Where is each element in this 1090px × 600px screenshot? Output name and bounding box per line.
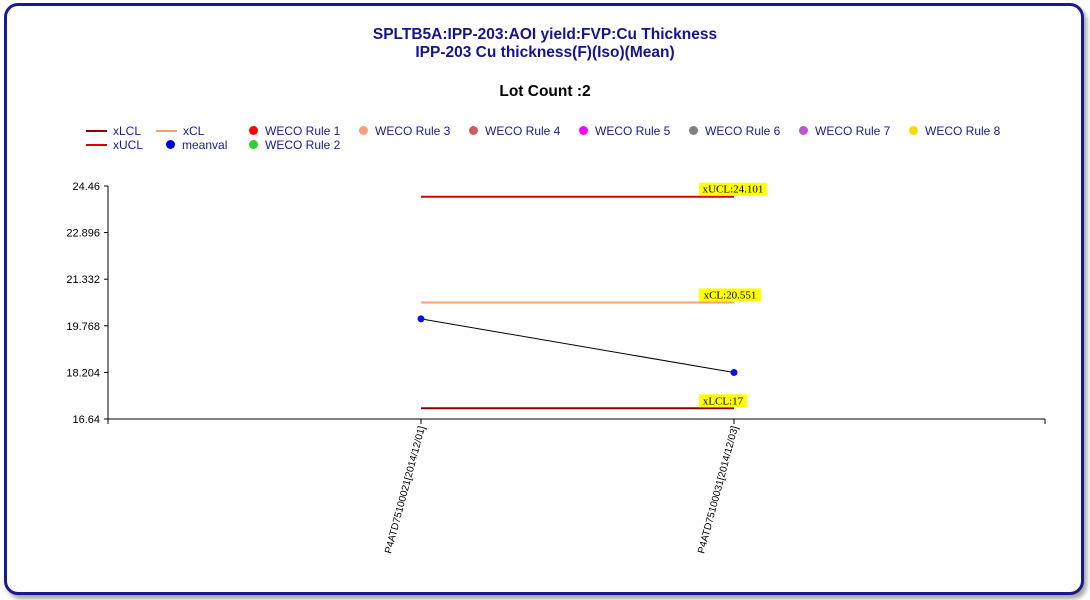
x-tick-label: P4ATD75100031[2014/12/03] [696,425,741,555]
legend-swatch [359,126,368,135]
y-tick-label: 18.204 [66,367,100,379]
legend-swatch [799,126,808,135]
legend-swatch [86,144,107,146]
x-tick-label: P4ATD75100021[2014/12/01] [383,425,428,555]
legend-label: xCL [183,124,205,138]
legend-swatch [579,126,588,135]
y-tick-label: 19.768 [66,321,100,333]
legend-swatch [86,130,107,132]
legend-label: WECO Rule 5 [595,124,671,138]
chart-frame [4,3,1084,595]
legend-label: xUCL [113,138,144,152]
legend-swatch [166,140,175,149]
xcl-line-label: xCL:20.551 [704,289,757,301]
y-tick-label: 24.46 [72,181,100,193]
meanval-line [420,318,735,374]
meanval-point [417,315,425,323]
y-tick-label: 22.896 [66,228,100,240]
legend-label: WECO Rule 3 [375,124,451,138]
legend-swatch [689,126,698,135]
legend-swatch [156,130,177,132]
legend-label: WECO Rule 2 [265,138,341,152]
legend-label: WECO Rule 4 [485,124,561,138]
y-tick-label: 21.332 [66,274,100,286]
legend-swatch [249,126,258,135]
y-tick-label: 16.64 [72,414,100,426]
legend-swatch [909,126,918,135]
legend-label: xLCL [113,124,142,138]
chart-title: SPLTB5A:IPP-203:AOI yield:FVP:Cu Thickne… [372,26,718,43]
legend-label: WECO Rule 1 [265,124,341,138]
xucl-line-label-bg [699,182,767,196]
legend-swatch [469,126,478,135]
meanval-point [730,369,738,377]
legend-label: WECO Rule 6 [705,124,781,138]
legend-label: WECO Rule 8 [925,124,1001,138]
xlcl-line-label: xLCL:17 [703,395,744,407]
lot-count-label: Lot Count :2 [499,83,591,100]
legend-swatch [249,140,258,149]
chart-subtitle: IPP-203 Cu thickness(F)(Iso)(Mean) [415,44,675,61]
legend-label: meanval [182,138,228,152]
xcl-line-label-bg [699,288,761,302]
legend-label: WECO Rule 7 [815,124,891,138]
xucl-line-label: xUCL:24.101 [703,184,764,196]
xlcl-line-label-bg [699,394,747,408]
